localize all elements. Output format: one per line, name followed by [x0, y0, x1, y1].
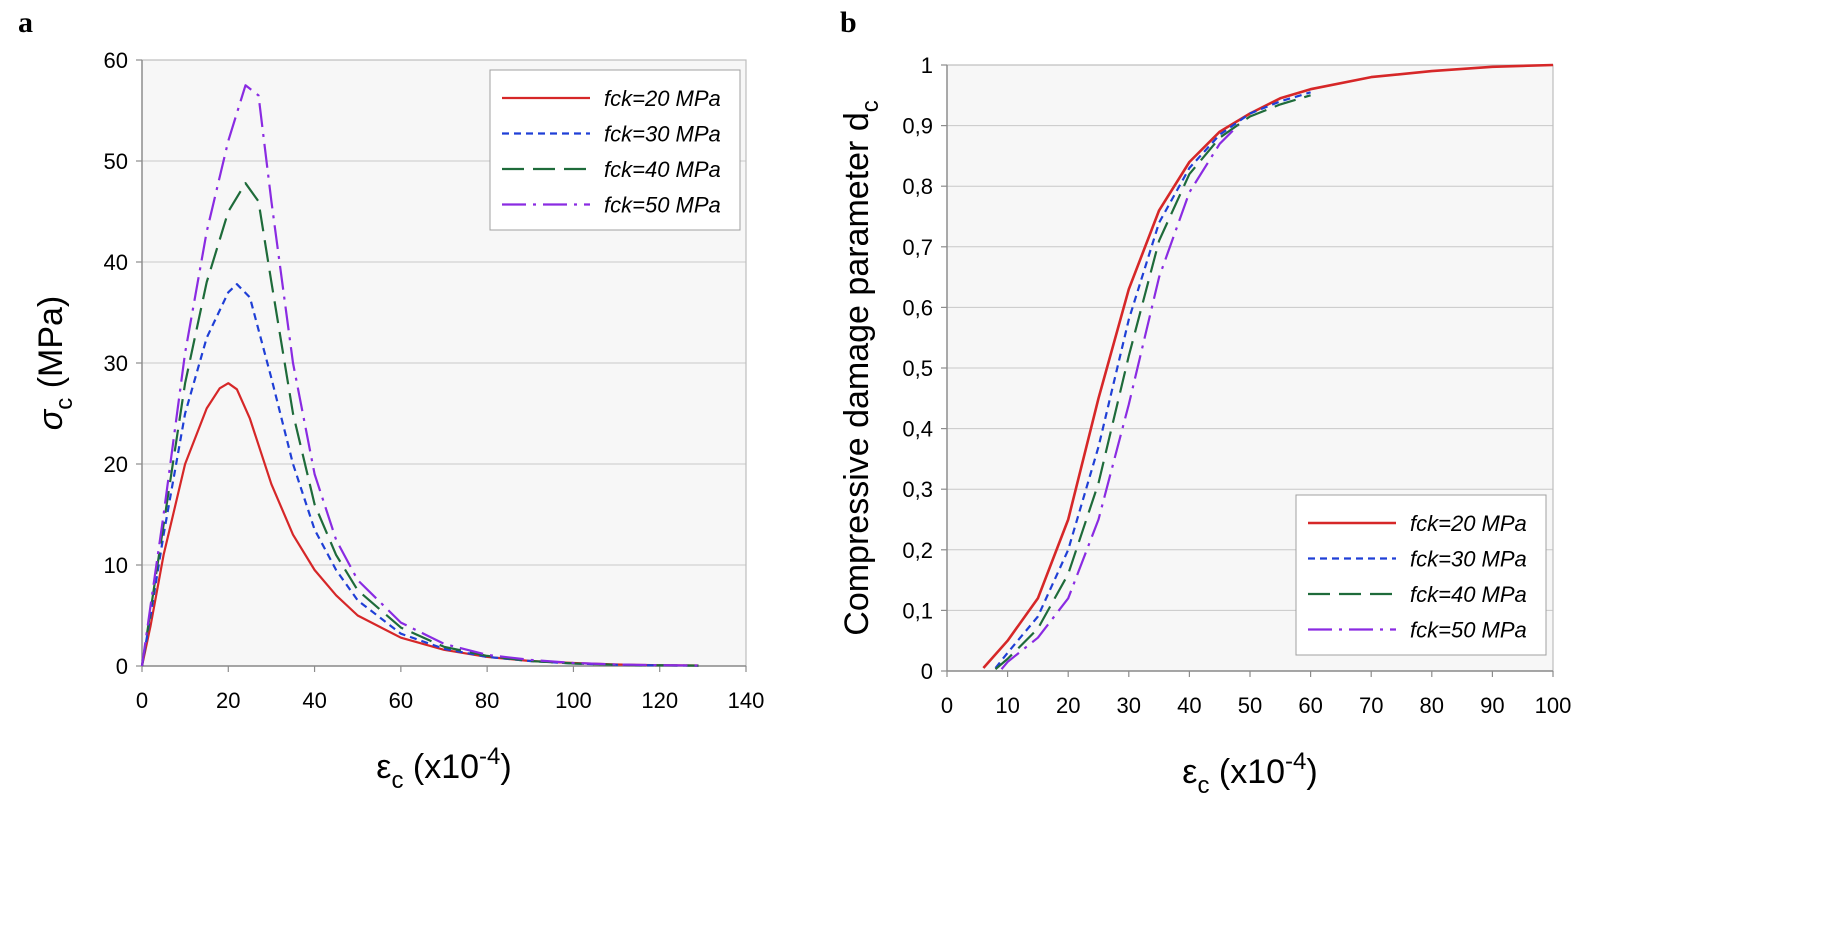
y-axis-title-sub: c	[857, 100, 884, 112]
legend-label-4: fck=50 MPa	[1410, 618, 1527, 643]
y-tick-label: 0,1	[902, 598, 933, 623]
series-line-3	[140, 182, 699, 667]
x-axis-title-main: ε	[1182, 753, 1197, 791]
x-tick-label: 90	[1480, 693, 1504, 718]
legend-box	[489, 69, 741, 231]
x-tick-label: 40	[302, 688, 326, 713]
series-line-2	[994, 91, 1311, 669]
x-axis-title-sup: -4	[479, 743, 500, 770]
y-tick-label: 30	[104, 351, 128, 376]
y-tick-label: 0	[921, 659, 933, 684]
x-tick-label: 60	[389, 688, 413, 713]
y-tick-label: 0,5	[902, 356, 933, 381]
chart-b-damage-parameter: 00,10,20,30,40,50,60,70,80,910 10 20 30 40 50…	[838, 53, 1571, 799]
series-line-3	[994, 94, 1311, 671]
x-axis-title-rest: (x10	[403, 748, 479, 786]
y-axis-title-main: σ	[32, 408, 70, 430]
x-axis-title: εc (x10-4)	[1182, 748, 1317, 799]
y-tick-label: 0,4	[902, 417, 933, 442]
legend-label-3: fck=40 MPa	[1410, 582, 1527, 607]
y-tick-label: 50	[104, 149, 128, 174]
x-axis-title-close: )	[1306, 753, 1317, 791]
legend-label-1: fck=20 MPa	[1410, 511, 1527, 536]
y-tick-label: 0	[116, 654, 128, 679]
x-axis-title-main: ε	[376, 748, 391, 786]
y-tick-label: 40	[104, 250, 128, 275]
y-tick-label: 20	[104, 452, 128, 477]
legend-label-3: fck=40 MPa	[604, 157, 721, 182]
legend-box	[1295, 494, 1547, 656]
series-line-4	[1000, 124, 1239, 670]
x-tick-label: 30	[1117, 693, 1141, 718]
x-tick-label: 40	[1177, 693, 1201, 718]
x-tick-label: 50	[1238, 693, 1262, 718]
y-tick-label: 0,2	[902, 538, 933, 563]
panel-label-a: a	[18, 6, 33, 39]
x-tick-label: 120	[641, 688, 678, 713]
x-tick-label: 0	[941, 693, 953, 718]
y-axis-title-main: Compressive damage parameter d	[838, 112, 876, 635]
legend-label-4: fck=50 MPa	[604, 193, 721, 218]
y-tick-label: 60	[104, 48, 128, 73]
x-tick-label: 10	[995, 693, 1019, 718]
x-tick-label: 140	[728, 688, 765, 713]
x-tick-label: 60	[1298, 693, 1322, 718]
x-tick-label: 0	[136, 688, 148, 713]
x-axis-title-rest: (x10	[1209, 753, 1285, 791]
legend-label-2: fck=30 MPa	[604, 122, 721, 147]
x-tick-label: 80	[475, 688, 499, 713]
x-axis-title-sub: c	[391, 767, 403, 794]
y-axis-title-sub: c	[51, 398, 78, 410]
panel-label-b: b	[840, 6, 857, 39]
x-tick-label: 80	[1420, 693, 1444, 718]
x-tick-label: 70	[1359, 693, 1383, 718]
x-tick-label: 100	[1535, 693, 1572, 718]
y-tick-label: 0,6	[902, 295, 933, 320]
legend-label-1: fck=20 MPa	[604, 86, 721, 111]
y-axis-title-rest: (MPa)	[32, 296, 70, 398]
series-line-4	[140, 84, 699, 667]
y-tick-label: 0,8	[902, 174, 933, 199]
x-axis-title-close: )	[500, 748, 511, 786]
y-tick-label: 1	[921, 53, 933, 78]
y-axis-title: Compressive damage parameter dc	[838, 100, 884, 635]
series-line-2	[140, 283, 699, 667]
x-axis-title-sub: c	[1197, 772, 1209, 799]
x-tick-label: 20	[1056, 693, 1080, 718]
x-axis-title-sup: -4	[1285, 748, 1306, 775]
y-axis-title: σc (MPa)	[32, 296, 78, 431]
y-tick-label: 0,9	[902, 114, 933, 139]
y-tick-label: 0,7	[902, 235, 933, 260]
x-tick-label: 100	[555, 688, 592, 713]
x-tick-label: 20	[216, 688, 240, 713]
x-axis-title: εc (x10-4)	[376, 743, 511, 794]
legend-label-2: fck=30 MPa	[1410, 547, 1527, 572]
series-line-1	[982, 63, 1554, 669]
y-tick-label: 0,3	[902, 477, 933, 502]
y-tick-label: 10	[104, 553, 128, 578]
